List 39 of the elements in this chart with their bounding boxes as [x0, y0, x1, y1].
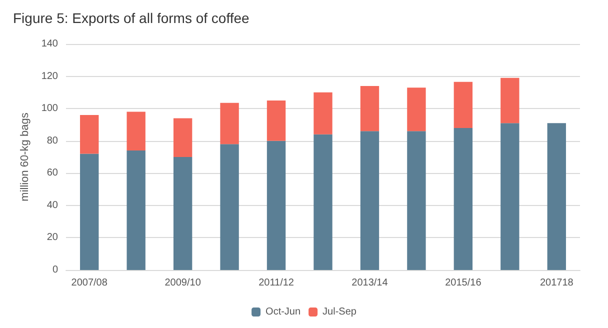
bar: [126, 150, 146, 270]
bar: [266, 100, 286, 141]
y-tick-label: 0: [52, 264, 58, 276]
y-tick-label: 140: [41, 38, 58, 50]
bar: [454, 82, 473, 128]
bar: [220, 102, 239, 144]
bar: [500, 123, 520, 270]
x-tick-label: 2011/12: [258, 278, 294, 288]
bar: [173, 118, 192, 157]
y-tick-label: 20: [46, 232, 58, 244]
bar: [407, 131, 426, 270]
y-tick-label: 100: [41, 103, 58, 114]
bar: [220, 144, 239, 270]
x-tick-label: 2015/16: [445, 278, 482, 288]
y-tick-label: 40: [46, 200, 58, 211]
bar: [314, 134, 332, 270]
bar: [407, 88, 426, 132]
x-tick-label: 2013/14: [352, 278, 388, 288]
y-tick-label: 80: [46, 135, 58, 146]
x-tick-label: 2009/10: [164, 278, 202, 288]
chart-title: Figure 5: Exports of all forms of coffee: [13, 10, 250, 26]
x-tick-label: 201718: [540, 278, 574, 288]
bar: [500, 78, 520, 124]
legend-label: Oct-Jun: [266, 306, 301, 318]
y-tick-label: 60: [46, 168, 58, 179]
bar: [547, 123, 566, 270]
bar: [80, 154, 99, 270]
y-tick-label: 120: [41, 70, 58, 82]
bar: [80, 115, 99, 154]
bar: [454, 128, 473, 270]
legend-label: Jul-Sep: [322, 306, 357, 318]
bar: [173, 157, 192, 270]
x-tick-label: 2007/08: [71, 278, 108, 288]
bar: [360, 131, 380, 270]
y-axis-title: million 60-kg bags: [18, 112, 31, 202]
bar: [266, 140, 286, 270]
bar: [360, 86, 380, 132]
bar: [314, 92, 332, 134]
bar: [126, 112, 146, 151]
